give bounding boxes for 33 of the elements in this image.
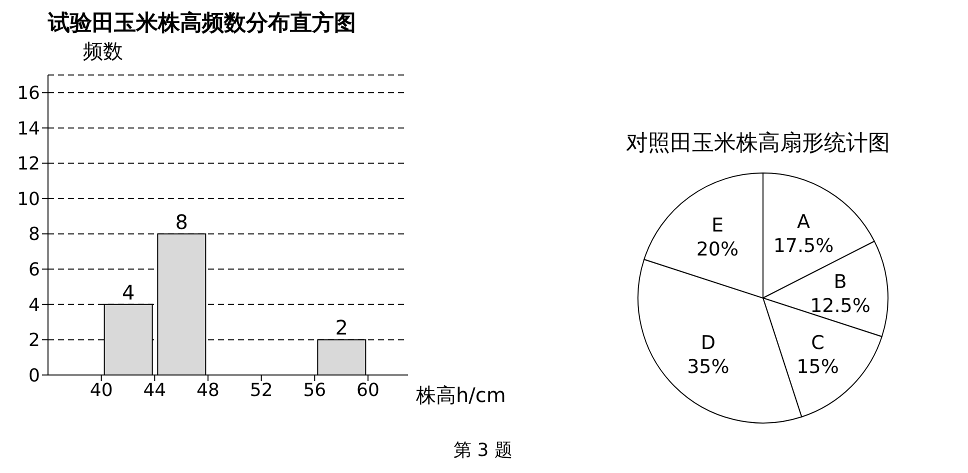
data-label: 2 [335,316,348,340]
y-tick-label: 10 [17,188,40,210]
y-tick-label: 2 [28,330,40,352]
chart-title: 对照田玉米株高扇形统计图 [625,130,891,158]
chart-title: 试验田玉米株高频数分布直方图 [48,10,357,38]
data-label: 17.5% [773,234,834,257]
data-label: 15% [796,356,839,378]
slice-label: A [796,210,810,233]
slice-label: B [834,270,847,293]
text: 第 3 题 [452,439,514,462]
y-tick-label: 6 [28,260,40,281]
y-tick-label: 4 [28,294,40,316]
x-tick-label: 44 [143,380,166,401]
x-tick-label: 60 [356,380,380,401]
x-tick-label: 52 [250,380,273,401]
y-axis-title: 频数 [83,38,124,65]
x-tick-label: 56 [303,380,326,401]
data-label: 20% [696,238,739,260]
x-tick-label: 48 [196,380,220,401]
y-tick-label: 16 [17,83,40,104]
y-tick-label: 12 [17,154,40,175]
data-label: 12.5% [810,294,870,317]
y-tick-label: 0 [28,365,40,386]
data-label: 4 [122,280,135,304]
slice-label: C [811,332,824,354]
x-tick-label: 40 [90,380,113,401]
data-label: 8 [175,210,188,234]
y-tick-label: 8 [28,224,40,246]
slice-label: E [711,214,724,236]
data-label: 35% [687,356,730,378]
slice-label: D [700,332,716,354]
x-axis-title: 株高h/cm [415,383,506,408]
y-tick-label: 14 [17,118,40,140]
